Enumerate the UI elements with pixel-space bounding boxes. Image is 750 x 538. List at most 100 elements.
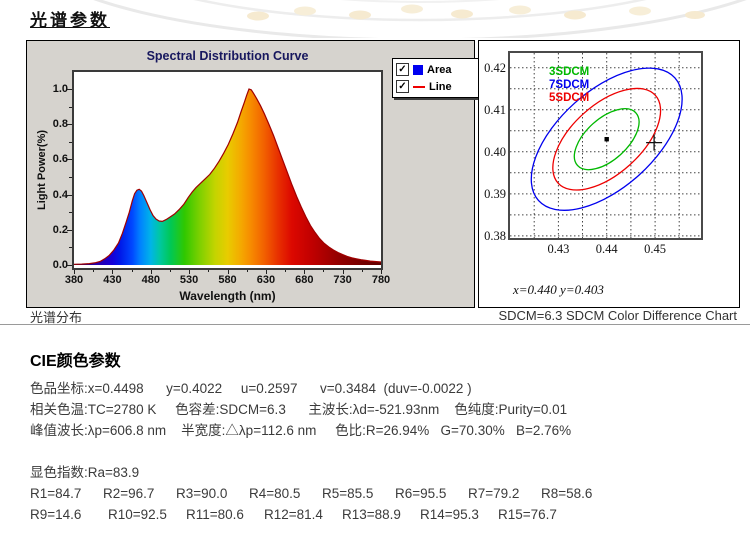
sdcm-y-tick-label: 0.40 [484, 144, 506, 159]
x-tick-mark [342, 270, 344, 274]
sdcm-y-tick-label: 0.42 [484, 60, 506, 75]
sdcm-legend-item: 7SDCM [549, 79, 590, 91]
sdcm-caption: SDCM=6.3 SDCM Color Difference Chart [498, 308, 737, 323]
x-minor-tick [208, 270, 210, 272]
x-tick-mark [381, 270, 382, 274]
spectral-curve-svg [73, 88, 382, 265]
sdcm-x-tick-label: 0.44 [595, 242, 618, 256]
cri-cell: R15=76.7 [498, 507, 557, 522]
section-divider [0, 324, 750, 325]
sdcm-center-label: x=0.440 y=0.403 [513, 282, 604, 297]
legend-row-line: ✓ Line [396, 78, 478, 95]
cri-row-1: R1=84.7 R2=96.7 R3=90.0 R4=80.5 R5=85.5 R6=95… [30, 486, 614, 501]
y-tick-label: 1.0 [52, 83, 68, 95]
x-tick-mark [265, 270, 267, 274]
cri-cell: R9=14.6 [30, 507, 82, 522]
x-minor-tick [361, 270, 363, 272]
y-tick-label: 0.8 [52, 118, 68, 131]
legend-label: Line [429, 80, 452, 93]
cri-cell: R7=79.2 [468, 486, 520, 501]
sdcm-ellipse-7sdcm [530, 67, 683, 211]
x-minor-tick [131, 270, 133, 272]
y-tick-mark [67, 124, 72, 126]
x-minor-tick [169, 270, 171, 272]
x-tick-label: 480 [141, 274, 160, 286]
sdcm-ellipse-5sdcm [552, 87, 662, 191]
x-axis-label: Wavelength (nm) [179, 289, 276, 303]
sdcm-panel: 3SDCM 7SDCM 5SDCM x=0.440 y=0.403 0.43 0.44… [478, 40, 740, 308]
page-title: 光谱参数 [30, 11, 110, 30]
cri-cell: R5=85.5 [322, 486, 374, 501]
sdcm-measured-cross-icon [646, 134, 663, 151]
cri-cell: R8=58.6 [541, 486, 593, 501]
sdcm-y-tick-label: 0.38 [484, 228, 506, 243]
y-minor-tick [69, 212, 72, 214]
y-minor-tick [69, 177, 72, 178]
x-tick-mark [189, 270, 191, 274]
cri-row-2: R9=14.6 R10=92.5 R11=80.6 R12=81.4 R13=88.9 R… [30, 507, 576, 522]
cie-line-chromaticity: 色品坐标:x=0.4498 y=0.4022 u=0.2597 v=0.3484… [30, 381, 472, 396]
x-minor-tick [246, 270, 248, 272]
legend-label: Area [427, 63, 452, 76]
legend-row-area: ✓ Area [396, 61, 478, 78]
sdcm-y-tick-label: 0.41 [484, 102, 506, 117]
cri-cell: R1=84.7 [30, 486, 82, 501]
spectrum-line [73, 88, 382, 265]
x-tick-label: 580 [218, 274, 237, 286]
area-swatch-icon [413, 64, 423, 75]
sdcm-legend: 3SDCM 7SDCM 5SDCM [549, 66, 589, 105]
x-tick-label: 630 [256, 274, 276, 286]
y-tick-mark [67, 159, 72, 161]
x-tick-label: 780 [371, 274, 391, 286]
checkbox-checked-icon[interactable]: ✓ [396, 80, 409, 93]
x-minor-tick [93, 270, 95, 272]
cri-cell: R13=88.9 [342, 507, 401, 522]
y-minor-tick [69, 141, 72, 143]
y-tick-mark [67, 89, 72, 90]
x-tick-mark [227, 270, 229, 274]
sdcm-center-dot [604, 137, 609, 142]
cie-line-cct: 相关色温:TC=2780 K 色容差:SDCM=6.3 主波长:λd=-521.… [30, 402, 568, 417]
line-swatch-icon [413, 85, 425, 88]
spectral-plot-area [72, 70, 383, 270]
sdcm-x-tick-label: 0.45 [644, 242, 667, 256]
spectral-panel: Spectral Distribution Curve Wavelength (… [26, 40, 482, 308]
sdcm-chart-svg [510, 53, 701, 238]
cri-cell: R2=96.7 [103, 486, 155, 501]
x-tick-label: 730 [333, 274, 352, 286]
checkbox-checked-icon[interactable]: ✓ [396, 63, 409, 76]
x-minor-tick [285, 270, 287, 272]
arc-graphic-icon [93, 0, 747, 38]
x-tick-label: 530 [179, 274, 199, 286]
spectral-chart-title: Spectral Distribution Curve [146, 49, 309, 63]
spectral-caption: 光谱分布 [30, 310, 83, 325]
cri-cell: R6=95.5 [395, 486, 447, 501]
spectrum-area [74, 89, 381, 265]
legend-box: ✓ Area ✓ Line [392, 58, 482, 98]
x-minor-tick [323, 270, 325, 272]
cri-cell: R11=80.6 [186, 507, 244, 522]
sdcm-legend-item: 3SDCM [549, 66, 590, 78]
y-minor-tick [69, 247, 72, 249]
cie-heading: CIE颜色参数 [30, 353, 121, 370]
y-tick-label: 0.0 [52, 259, 68, 271]
x-tick-mark [304, 270, 306, 274]
cri-summary: 显色指数:Ra=83.9 [30, 465, 140, 480]
sdcm-ellipse-3sdcm [573, 108, 640, 171]
y-tick-mark [67, 194, 72, 196]
cri-cell: R14=95.3 [420, 507, 479, 522]
cri-cell: R3=90.0 [176, 486, 228, 501]
cie-line-peak: 峰值波长:λp=606.8 nm 半宽度:△λp=112.6 nm 色比:R=2… [30, 423, 572, 438]
y-minor-tick [69, 106, 72, 108]
x-tick-label: 430 [103, 274, 122, 286]
x-tick-label: 380 [64, 274, 84, 286]
x-tick-mark [112, 270, 114, 274]
sdcm-plot-area: 3SDCM 7SDCM 5SDCM [508, 51, 703, 240]
x-tick-mark [74, 270, 75, 274]
y-tick-mark [67, 265, 72, 266]
y-tick-mark [67, 229, 72, 231]
cri-cell: R4=80.5 [249, 486, 301, 501]
y-tick-label: 0.4 [52, 188, 68, 201]
cri-cell: R10=92.5 [108, 507, 167, 522]
sdcm-x-tick-label: 0.43 [547, 242, 570, 256]
